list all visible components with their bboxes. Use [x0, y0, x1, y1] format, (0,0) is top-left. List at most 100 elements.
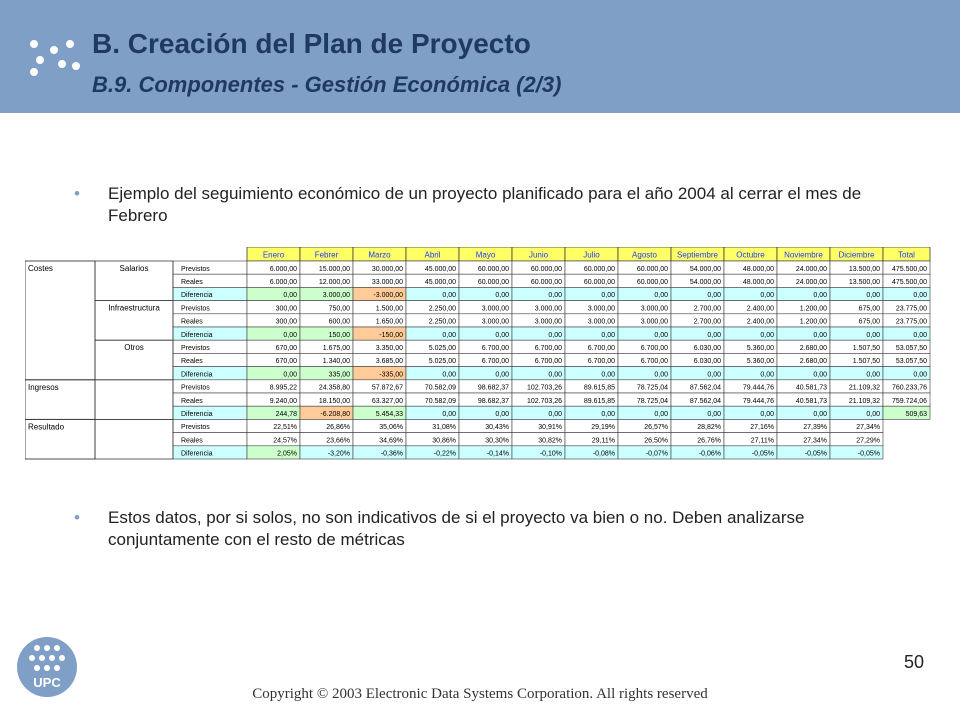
cell-value: 0,00	[913, 332, 927, 339]
cell-value: 0,00	[866, 371, 880, 378]
cell-value: 29,11%	[592, 437, 615, 444]
upc-logo: UPC	[17, 637, 77, 697]
month-header-label: Agosto	[632, 251, 657, 260]
cell-value: 0,00	[866, 411, 880, 418]
cell-value: 54.000,00	[690, 266, 721, 273]
cell-value: 0,00	[813, 292, 827, 299]
cell-value: 0,00	[495, 371, 509, 378]
cell-value: 24.358,80	[319, 385, 350, 392]
cell-value: 0,00	[495, 292, 509, 299]
cell-value: 0,00	[601, 411, 615, 418]
cell-value: 0,00	[548, 332, 562, 339]
cell-value: 1.340,00	[323, 358, 350, 365]
cell-value: 3.685,00	[376, 358, 403, 365]
cell-value: -0,07%	[646, 451, 668, 458]
cell-value: 30,82%	[538, 437, 562, 444]
cell-value: 89.615,85	[584, 398, 615, 405]
cell-value: 300,00	[276, 305, 298, 312]
cell-value: -0,05%	[805, 451, 827, 458]
cell-value: 13.500,00	[849, 266, 880, 273]
group-cell	[24, 418, 96, 460]
cell-value: 60.000,00	[637, 279, 668, 286]
cell-value: 0,00	[760, 411, 774, 418]
cell-value: 0,00	[548, 411, 562, 418]
table-cell	[829, 445, 884, 460]
cell-value: 750,00	[329, 305, 351, 312]
cell-value: 102.703,26	[527, 385, 562, 392]
cell-value: 0,00	[866, 332, 880, 339]
month-header-label: Abril	[424, 251, 440, 260]
group-cell	[24, 260, 96, 381]
cell-value: 5.025,00	[429, 345, 456, 352]
row-kind-label: Diferencia	[181, 411, 213, 418]
cell-value: 0,00	[707, 332, 721, 339]
cell-value: 60.000,00	[637, 266, 668, 273]
cell-value: 23.775,00	[896, 305, 927, 312]
cell-value: 759.724,06	[892, 398, 927, 405]
cell-value: 1.675,00	[323, 345, 350, 352]
cell-value: 102.703,26	[527, 398, 562, 405]
cell-value: -0,05%	[858, 451, 880, 458]
cell-value: 2,05%	[277, 451, 297, 458]
cell-value: 5.360,00	[747, 345, 774, 352]
cell-value: 89.615,85	[584, 385, 615, 392]
dots-logo-icon	[28, 38, 84, 78]
cell-value: 0,00	[654, 292, 668, 299]
cell-value: 6.700,00	[535, 345, 562, 352]
cell-value: -0,08%	[593, 451, 615, 458]
cell-value: 3.000,00	[535, 319, 562, 326]
cell-value: 6.700,00	[641, 358, 668, 365]
cell-value: 60.000,00	[531, 266, 562, 273]
cell-value: 26,57%	[644, 424, 668, 431]
month-header-label: Septiembre	[677, 251, 718, 260]
cell-value: 45.000,00	[425, 266, 456, 273]
cell-value: 60.000,00	[531, 279, 562, 286]
cell-value: 0,00	[548, 371, 562, 378]
bullet-dot-icon: •	[74, 184, 80, 203]
cell-value: 40.581,73	[796, 398, 827, 405]
cell-value: 1.200,00	[800, 319, 827, 326]
cell-value: 48.000,00	[743, 266, 774, 273]
cell-value: 27,11%	[751, 437, 774, 444]
cell-value: 12.000,00	[319, 279, 350, 286]
cell-value: 2.700,00	[694, 319, 721, 326]
cell-value: 6.700,00	[482, 345, 509, 352]
cell-value: 5.454,33	[376, 411, 403, 418]
cell-value: 0,00	[760, 371, 774, 378]
cell-value: 98.682,37	[478, 385, 509, 392]
row-kind-label: Reales	[181, 398, 203, 405]
cell-value: -335,00	[379, 371, 403, 378]
month-header-label: Junio	[529, 251, 549, 260]
cell-value: -0,10%	[540, 451, 562, 458]
cell-value: 475.500,00	[892, 279, 927, 286]
cell-value: 30,91%	[538, 424, 562, 431]
cell-value: 0,00	[442, 292, 456, 299]
cell-value: 9.240,00	[270, 398, 297, 405]
cell-value: 8.995,22	[270, 385, 297, 392]
cell-value: 30,86%	[432, 437, 456, 444]
cell-value: 70.582,09	[425, 398, 456, 405]
table-grid: Enero Febrer Marzo Abril Mayo Junio Julio Agost…	[24, 246, 931, 460]
cell-value: -6.208,80	[320, 411, 350, 418]
cell-value: 3.000,00	[323, 292, 350, 299]
cell-value: 87.562,04	[690, 385, 721, 392]
cell-value: 600,00	[329, 319, 351, 326]
cell-value: 244,78	[276, 411, 298, 418]
cell-value: 6.700,00	[482, 358, 509, 365]
cell-value: 63.327,00	[372, 398, 403, 405]
cell-value: 27,39%	[803, 424, 827, 431]
cell-value: 3.000,00	[482, 319, 509, 326]
cell-value: 0,00	[813, 411, 827, 418]
cell-value: 6.700,00	[641, 345, 668, 352]
subgroup-cell	[94, 418, 174, 460]
slide-title: B. Creación del Plan de Proyecto	[92, 28, 531, 59]
cell-value: 0,00	[707, 411, 721, 418]
cell-value: 6.000,00	[270, 279, 297, 286]
logo-text: UPC	[33, 675, 61, 690]
cell-value: 2.700,00	[694, 305, 721, 312]
cell-value: 3.000,00	[641, 305, 668, 312]
cell-value: 22,51%	[273, 424, 297, 431]
group-label: Costes	[28, 264, 53, 273]
cell-value: 0,00	[913, 371, 927, 378]
cell-value: 1.200,00	[800, 305, 827, 312]
